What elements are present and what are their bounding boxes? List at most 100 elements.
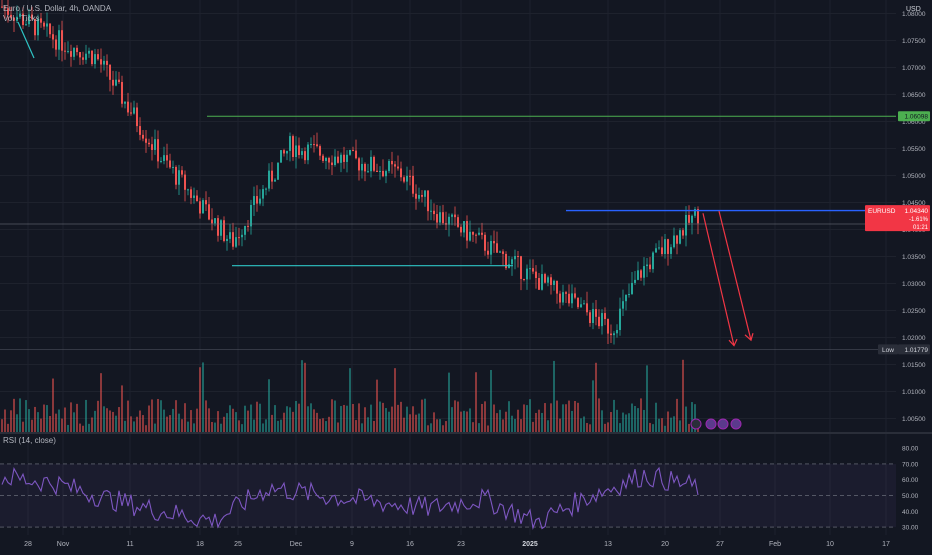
candle-body [211, 219, 213, 224]
volume-bar [10, 410, 12, 432]
candle-body [607, 319, 609, 334]
candle-body [580, 304, 582, 308]
candle-body [184, 174, 186, 190]
candle-body [574, 293, 576, 298]
candle-body [415, 193, 417, 199]
rsi-tick: 80.00 [902, 446, 919, 453]
candle-body [40, 18, 42, 23]
candle-body [259, 198, 261, 204]
candle-body [79, 52, 81, 58]
volume-bar [160, 400, 162, 432]
candle-body [145, 138, 147, 143]
projection-arrow-1 [702, 213, 735, 346]
candle-body [109, 64, 111, 80]
candle-body [151, 144, 153, 150]
volume-bar [97, 400, 99, 432]
rsi-title[interactable]: RSI (14, close) [3, 436, 56, 445]
candle-body [664, 239, 666, 255]
candle-body [289, 136, 291, 151]
volume-bar [109, 410, 111, 432]
volume-bar [430, 423, 432, 432]
volume-bar [631, 403, 633, 432]
candle-body [694, 209, 696, 216]
volume-bar [322, 418, 324, 432]
candle-body [331, 162, 333, 166]
volume-bar [40, 418, 42, 432]
candle-body [349, 149, 351, 155]
volume-bar [655, 402, 657, 432]
volume-bar [550, 403, 552, 432]
candle-body [208, 204, 210, 220]
volume-bar [670, 417, 672, 432]
volume-bar [442, 425, 444, 432]
candle-body [436, 214, 438, 223]
volume-bar [433, 412, 435, 432]
volume-bar [364, 407, 366, 432]
candle-body [172, 166, 174, 168]
candle-body [592, 309, 594, 323]
volume-bar [574, 400, 576, 432]
volume-bar [610, 412, 612, 432]
volume-bar [391, 406, 393, 432]
volume-bar [22, 421, 24, 432]
time-tick: Dec [290, 541, 303, 548]
volume-bar [31, 419, 33, 432]
drawings[interactable] [0, 21, 896, 430]
volume-bar [145, 425, 147, 432]
candle-body [130, 112, 132, 114]
volume-bar [124, 420, 126, 432]
candle-body [22, 13, 24, 25]
candle-body [364, 163, 366, 172]
candle-body [547, 277, 549, 283]
currency-label: USD [906, 6, 921, 13]
candle-body [100, 59, 102, 65]
volume-bar [448, 372, 450, 432]
volume-label[interactable]: Vol · Ticks [3, 14, 40, 23]
time-tick: 10 [826, 541, 834, 548]
low-label-bg [878, 344, 898, 355]
time-tick: 28 [24, 541, 32, 548]
volume-bar [658, 418, 660, 432]
symbol-title[interactable]: Euro / U.S. Dollar, 4h, OANDA [3, 4, 112, 13]
candle-body [442, 212, 444, 224]
candle-body [94, 54, 96, 65]
candle-body [292, 136, 294, 158]
low-price-tag: 1.01779 [905, 347, 929, 354]
time-tick: 20 [661, 541, 669, 548]
candle-body [565, 292, 567, 294]
volume-bars [1, 359, 699, 432]
candle-body [103, 60, 105, 65]
volume-bar [313, 409, 315, 432]
candle-body [274, 179, 276, 182]
candle-body [673, 235, 675, 248]
volume-bar [307, 406, 309, 432]
candle-body [154, 139, 156, 150]
volume-bar [592, 380, 594, 432]
candle-body [658, 247, 660, 249]
price-tick: 1.07000 [902, 65, 926, 72]
candle-body [619, 308, 621, 331]
volume-bar [127, 400, 129, 432]
volume-bar [244, 405, 246, 432]
candle-body [166, 155, 168, 161]
volume-bar [79, 423, 81, 432]
resistance-price-tag-bg [898, 111, 930, 122]
volume-bar [553, 360, 555, 432]
candle-body [88, 50, 90, 54]
candle-body [667, 239, 669, 254]
candle-body [115, 79, 117, 86]
candle-body [685, 214, 687, 236]
candle-body [52, 34, 54, 40]
volume-bar [379, 401, 381, 432]
candle-body [229, 232, 231, 239]
volume-bar [691, 402, 693, 432]
candle-body [277, 162, 279, 180]
candle-body [361, 163, 363, 171]
candle-body [16, 16, 18, 21]
volume-bar [211, 421, 213, 432]
volume-bar [262, 423, 264, 432]
candle-body [682, 230, 684, 236]
candle-body [460, 226, 462, 233]
